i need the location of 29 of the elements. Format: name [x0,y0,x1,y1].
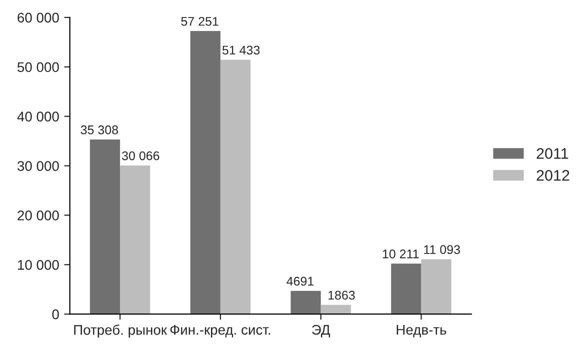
x-tick-label: Недв-ть [396,325,446,338]
bar [120,165,150,314]
y-tick-label: 50 000 [18,62,59,72]
bar [320,304,351,314]
bar [90,140,120,314]
data-label: 4691 [286,276,314,286]
data-label: 57 251 [181,16,218,26]
data-label: 11 093 [424,245,460,254]
y-tick-label: 40 000 [17,112,59,122]
y-tick-label: 60 000 [18,12,59,23]
y-tick-label: 0 [52,309,59,320]
x-tick-label: ЭД [312,324,330,338]
bar [391,264,422,314]
data-label: 1863 [328,290,355,300]
x-tick-label: Фин.-кред. сист. [170,324,270,338]
legend-label: 2012 [536,170,570,181]
bar [421,259,452,314]
y-tick-label: 10 000 [18,260,59,270]
y-tick-label: 20 000 [18,210,59,220]
data-label: 35 308 [80,125,118,134]
legend-label: 2011 [536,148,568,159]
y-tick-label: 30 000 [17,161,59,171]
bar [290,290,321,314]
bar [190,31,220,314]
data-label: 10 211 [382,250,419,258]
data-label: 51 433 [222,46,260,55]
bar [220,60,251,314]
data-label: 30 066 [122,151,160,160]
x-tick-label: Потреб. рынок [74,324,168,338]
